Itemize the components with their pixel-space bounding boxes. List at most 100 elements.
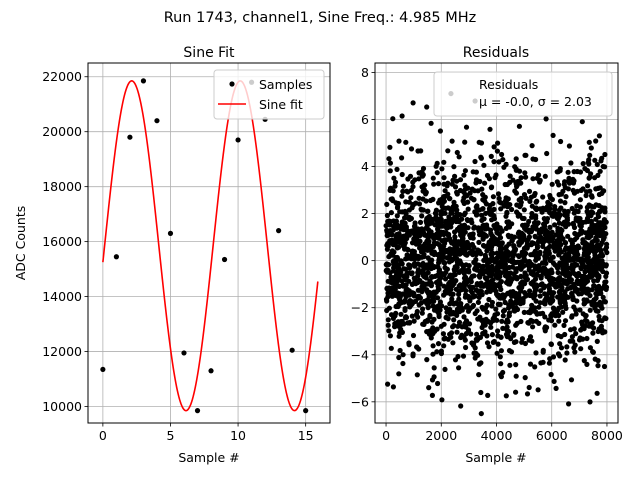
- residual-point: [561, 322, 567, 328]
- residual-point: [506, 305, 512, 311]
- residual-point: [485, 392, 491, 398]
- residual-point: [509, 238, 515, 244]
- residual-point: [527, 292, 533, 299]
- residual-point: [450, 204, 456, 210]
- sample-point: [194, 408, 201, 414]
- residual-point: [569, 314, 575, 320]
- residual-point: [465, 217, 471, 224]
- residual-point: [489, 263, 495, 269]
- residual-point: [431, 365, 437, 371]
- residual-point: [588, 263, 594, 269]
- residual-point: [532, 364, 538, 370]
- legend-residuals-stats: μ = -0.0, σ = 2.03: [479, 94, 592, 109]
- y-tick-label: 6: [361, 112, 369, 127]
- residual-point: [595, 363, 601, 369]
- residual-point: [442, 276, 449, 282]
- residual-point: [399, 113, 405, 119]
- residual-point: [578, 346, 584, 352]
- residual-point: [406, 320, 413, 326]
- residual-point: [499, 318, 505, 324]
- residual-point: [404, 274, 410, 280]
- residual-point: [421, 298, 428, 304]
- residual-point: [533, 282, 539, 288]
- y-tick-label: 14000: [42, 289, 82, 304]
- residual-point: [595, 328, 601, 335]
- residual-point: [406, 207, 412, 213]
- residual-point: [590, 330, 596, 336]
- residual-point: [490, 277, 496, 283]
- residual-point: [577, 204, 583, 210]
- residual-point: [587, 345, 594, 351]
- residual-point: [470, 252, 476, 258]
- residual-point: [601, 223, 607, 229]
- residual-point: [542, 173, 548, 179]
- residual-point: [499, 151, 505, 158]
- residual-point: [573, 331, 579, 337]
- residual-point: [504, 204, 511, 210]
- residual-point: [587, 203, 593, 209]
- residual-point: [414, 372, 420, 378]
- residual-point: [403, 266, 409, 272]
- residual-point: [442, 335, 448, 341]
- residual-point: [509, 206, 515, 213]
- residual-point: [522, 375, 528, 381]
- residual-point: [445, 148, 451, 154]
- residual-point: [436, 267, 443, 273]
- sample-point: [208, 368, 214, 374]
- residual-point: [462, 210, 468, 216]
- sample-point: [113, 254, 119, 260]
- residual-point: [525, 320, 531, 326]
- residual-point: [512, 308, 518, 314]
- residual-point: [569, 291, 575, 297]
- residual-point: [461, 195, 467, 201]
- y-tick-label: 20000: [42, 124, 82, 139]
- sine-fit-line: [102, 80, 319, 412]
- residual-point: [533, 156, 539, 163]
- residual-point: [516, 123, 523, 129]
- residual-point: [410, 100, 416, 106]
- residual-point: [495, 341, 501, 347]
- residual-point: [553, 313, 559, 319]
- residual-point: [417, 277, 423, 284]
- residual-point: [404, 228, 410, 234]
- residual-point: [602, 164, 608, 170]
- residual-point: [444, 266, 450, 272]
- residual-point: [417, 233, 423, 239]
- residual-point: [462, 182, 468, 188]
- residual-point: [528, 280, 534, 286]
- residual-point: [391, 175, 397, 181]
- x-tick-label: 0: [382, 428, 390, 443]
- residual-point: [495, 328, 501, 334]
- y-tick-label: 0: [361, 253, 369, 268]
- residual-point: [417, 219, 424, 225]
- residual-point: [544, 274, 550, 280]
- residual-point: [591, 225, 598, 231]
- sine-fit-plot-frame: [87, 62, 331, 424]
- residual-point: [581, 358, 587, 364]
- y-tick-label: −2: [351, 300, 369, 315]
- residual-point: [452, 184, 459, 190]
- residual-point: [484, 263, 490, 269]
- residual-point: [424, 263, 430, 269]
- y-tick-label: 16000: [42, 234, 82, 249]
- residual-point: [564, 281, 570, 287]
- x-tick-label: 5: [166, 428, 174, 443]
- residual-point: [447, 255, 453, 261]
- residual-point: [587, 399, 593, 405]
- residual-point: [501, 164, 507, 170]
- residual-point: [599, 305, 605, 311]
- residual-point: [582, 269, 588, 275]
- residual-point: [441, 343, 447, 349]
- residuals-legend: Residuals μ = -0.0, σ = 2.03: [433, 71, 613, 117]
- residual-point: [403, 199, 409, 205]
- residual-point: [600, 268, 606, 275]
- residual-point: [583, 230, 589, 236]
- residual-point: [409, 270, 415, 276]
- residual-point: [472, 345, 478, 351]
- residual-point: [455, 353, 461, 360]
- residual-point: [527, 288, 533, 294]
- residual-point: [572, 230, 578, 237]
- residual-point: [424, 287, 430, 293]
- residual-point: [505, 196, 511, 202]
